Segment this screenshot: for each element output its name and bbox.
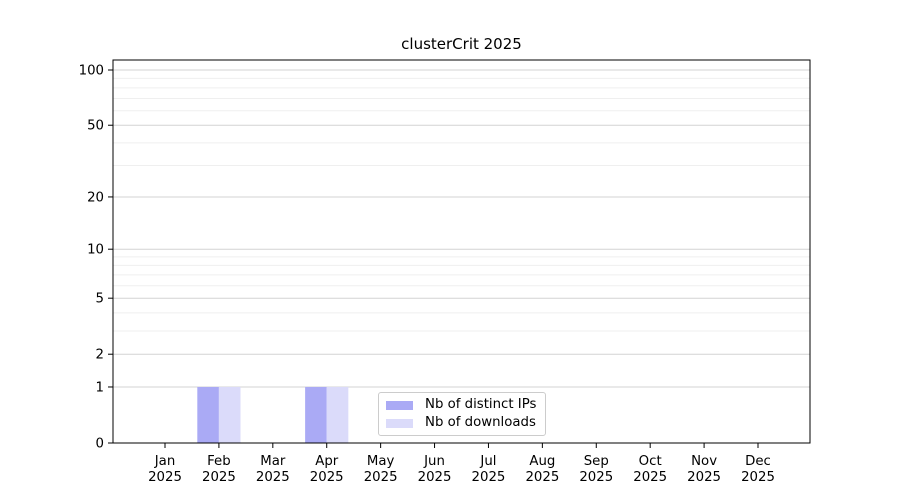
x-tick-label-year: 2025: [687, 470, 721, 485]
x-tick-label-year: 2025: [418, 470, 452, 485]
x-tick-label-year: 2025: [202, 470, 236, 485]
x-tick-label-year: 2025: [579, 470, 613, 485]
x-tick-label-year: 2025: [364, 470, 398, 485]
y-tick-label: 2: [96, 348, 104, 363]
y-tick-label: 0: [96, 437, 104, 452]
y-tick-label: 20: [87, 190, 104, 205]
bar-downloads: [218, 386, 241, 443]
bar-distinct-ips: [305, 386, 327, 443]
x-tick-label-year: 2025: [525, 470, 559, 485]
x-tick-label-year: 2025: [310, 470, 344, 485]
x-tick-label-month: May: [367, 454, 395, 469]
bar-distinct-ips: [197, 386, 219, 443]
x-tick-label-year: 2025: [148, 470, 182, 485]
plot-spines: [112, 59, 811, 444]
x-tick-label-month: Nov: [691, 454, 717, 469]
chart-title: clusterCrit 2025: [401, 35, 522, 53]
bar-downloads: [326, 386, 349, 443]
x-tick-label-month: Jan: [154, 454, 176, 469]
x-tick-label-year: 2025: [472, 470, 506, 485]
legend-label-downloads: Nb of downloads: [425, 415, 536, 430]
y-tick-label: 10: [87, 243, 104, 258]
y-tick-label: 100: [79, 64, 104, 79]
x-tick-label-month: Mar: [260, 454, 286, 469]
x-tick-label-year: 2025: [256, 470, 290, 485]
x-tick-label-month: Jun: [423, 454, 445, 469]
x-tick-label-year: 2025: [741, 470, 775, 485]
y-tick-label: 1: [96, 380, 104, 395]
x-tick-label-month: Sep: [584, 454, 609, 469]
x-tick-label-month: Aug: [529, 454, 555, 469]
legend-swatch-distinct-ips-icon: [386, 400, 413, 410]
y-tick-label: 50: [87, 119, 104, 134]
x-tick-label-year: 2025: [633, 470, 667, 485]
x-tick-label-month: Oct: [639, 454, 662, 469]
y-tick-label: 5: [96, 292, 104, 307]
x-tick-label-month: Dec: [745, 454, 771, 469]
legend-label-distinct-ips: Nb of distinct IPs: [425, 397, 537, 412]
x-tick-label-month: Feb: [207, 454, 231, 469]
legend: Nb of distinct IPs Nb of downloads: [378, 392, 547, 436]
x-tick-label-month: Apr: [315, 454, 339, 469]
legend-item-distinct-ips: Nb of distinct IPs: [386, 397, 536, 413]
legend-item-downloads: Nb of downloads: [386, 415, 536, 431]
legend-swatch-downloads-icon: [386, 418, 413, 428]
x-tick-label-month: Jul: [479, 454, 496, 469]
